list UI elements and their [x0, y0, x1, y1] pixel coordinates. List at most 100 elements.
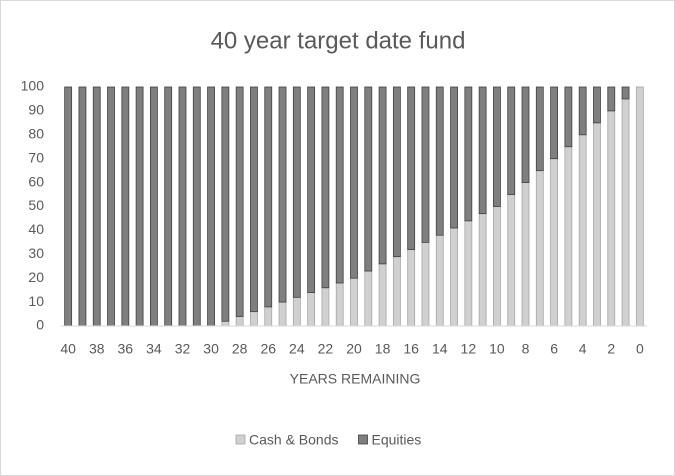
bar-segment: [307, 86, 316, 293]
bar-segment: [321, 86, 330, 289]
legend-swatch: [235, 434, 246, 445]
y-tick-label: 50: [28, 197, 44, 213]
x-tick-label: 18: [375, 341, 391, 357]
bar-segment: [478, 86, 487, 215]
bar-segment: [278, 301, 287, 327]
bar-segment: [321, 287, 330, 327]
bar-segment: [364, 86, 373, 272]
x-tick-label: 6: [550, 341, 558, 357]
bar-segment: [207, 86, 215, 327]
bar-segment: [92, 86, 101, 327]
bar-segment: [164, 86, 173, 327]
bar-segment: [335, 282, 344, 327]
bar-segment: [407, 86, 416, 250]
bar-segment: [493, 86, 501, 207]
x-tick-label: 30: [203, 341, 219, 357]
bar-segment: [507, 86, 516, 195]
bar-segment: [292, 86, 301, 298]
bar-segment: [550, 86, 558, 160]
x-tick-label: 38: [89, 341, 105, 357]
bar-segment: [350, 86, 358, 279]
bar-segment: [64, 86, 73, 327]
y-tick-label: 90: [28, 102, 44, 118]
bar-segment: [450, 86, 458, 229]
bar-segment: [78, 86, 87, 327]
bar-segment: [478, 213, 487, 327]
x-tick-label: 12: [461, 341, 477, 357]
bar-segment: [121, 86, 130, 327]
x-axis-title: YEARS REMAINING: [290, 371, 421, 387]
bar-segment: [593, 122, 601, 327]
y-tick-label: 70: [28, 149, 44, 165]
bar-segment: [378, 86, 387, 265]
bar-segment: [107, 86, 115, 327]
bar-segment: [392, 256, 401, 327]
y-tick-label: 40: [28, 221, 44, 237]
bar-segment: [135, 86, 144, 327]
bar-segment: [521, 86, 530, 183]
y-tick-label: 100: [21, 78, 45, 94]
bar-segment: [564, 146, 573, 327]
bar-segment: [192, 86, 201, 327]
x-tick-label: 32: [175, 341, 191, 357]
bar-segment: [350, 277, 358, 327]
bar-segment: [435, 86, 444, 236]
bar-segment: [535, 86, 544, 172]
bar-segment: [278, 86, 287, 303]
bar-segment: [550, 158, 558, 327]
y-tick-label: 10: [28, 293, 44, 309]
bar-segment: [250, 86, 258, 313]
x-tick-label: 40: [60, 341, 76, 357]
bar-segment: [421, 241, 430, 327]
bar-segment: [364, 270, 373, 327]
bar-segment: [464, 86, 473, 222]
x-tick-label: 26: [260, 341, 276, 357]
bar-segment: [535, 170, 544, 327]
y-tick-label: 0: [36, 317, 44, 333]
legend-label: Cash & Bonds: [249, 432, 339, 448]
bar-segment: [250, 311, 258, 327]
bar-segment: [493, 206, 501, 327]
bar-segment: [264, 306, 273, 327]
bar-segment: [450, 227, 458, 327]
bar-segment: [407, 249, 416, 327]
bar-segment: [150, 86, 158, 327]
x-tick-label: 8: [522, 341, 530, 357]
legend-swatch: [358, 434, 368, 445]
y-tick-label: 20: [28, 269, 44, 285]
bar-segment: [335, 86, 344, 284]
x-tick-label: 22: [318, 341, 334, 357]
bar-segment: [292, 296, 301, 327]
y-tick-label: 80: [28, 126, 44, 142]
y-tick-label: 30: [28, 245, 44, 261]
x-tick-label: 36: [118, 341, 134, 357]
bar-segment: [235, 316, 244, 327]
x-tick-label: 4: [579, 341, 587, 357]
bar-segment: [621, 98, 630, 327]
bar-segment: [607, 86, 616, 112]
bar-segment: [521, 182, 530, 327]
bar-segment: [578, 134, 587, 327]
legend-label: Equities: [372, 432, 422, 448]
bar-segment: [178, 86, 187, 327]
bar-segment: [378, 263, 387, 327]
bar-segment: [435, 234, 444, 327]
bar-segment: [392, 86, 401, 258]
bar-segment: [593, 86, 601, 124]
x-tick-label: 28: [232, 341, 248, 357]
bar-segment: [221, 320, 230, 327]
x-tick-label: 34: [146, 341, 162, 357]
bar-segment: [307, 292, 316, 327]
bar-segment: [578, 86, 587, 136]
bar-segment: [564, 86, 573, 148]
bar-segment: [235, 86, 244, 317]
bar-segment: [607, 110, 616, 327]
x-tick-label: 20: [346, 341, 362, 357]
bar-segment: [464, 220, 473, 327]
x-tick-label: 24: [289, 341, 305, 357]
y-tick-label: 60: [28, 173, 44, 189]
x-tick-label: 10: [489, 341, 505, 357]
bar-segment: [635, 86, 644, 327]
x-tick-label: 0: [636, 341, 644, 357]
